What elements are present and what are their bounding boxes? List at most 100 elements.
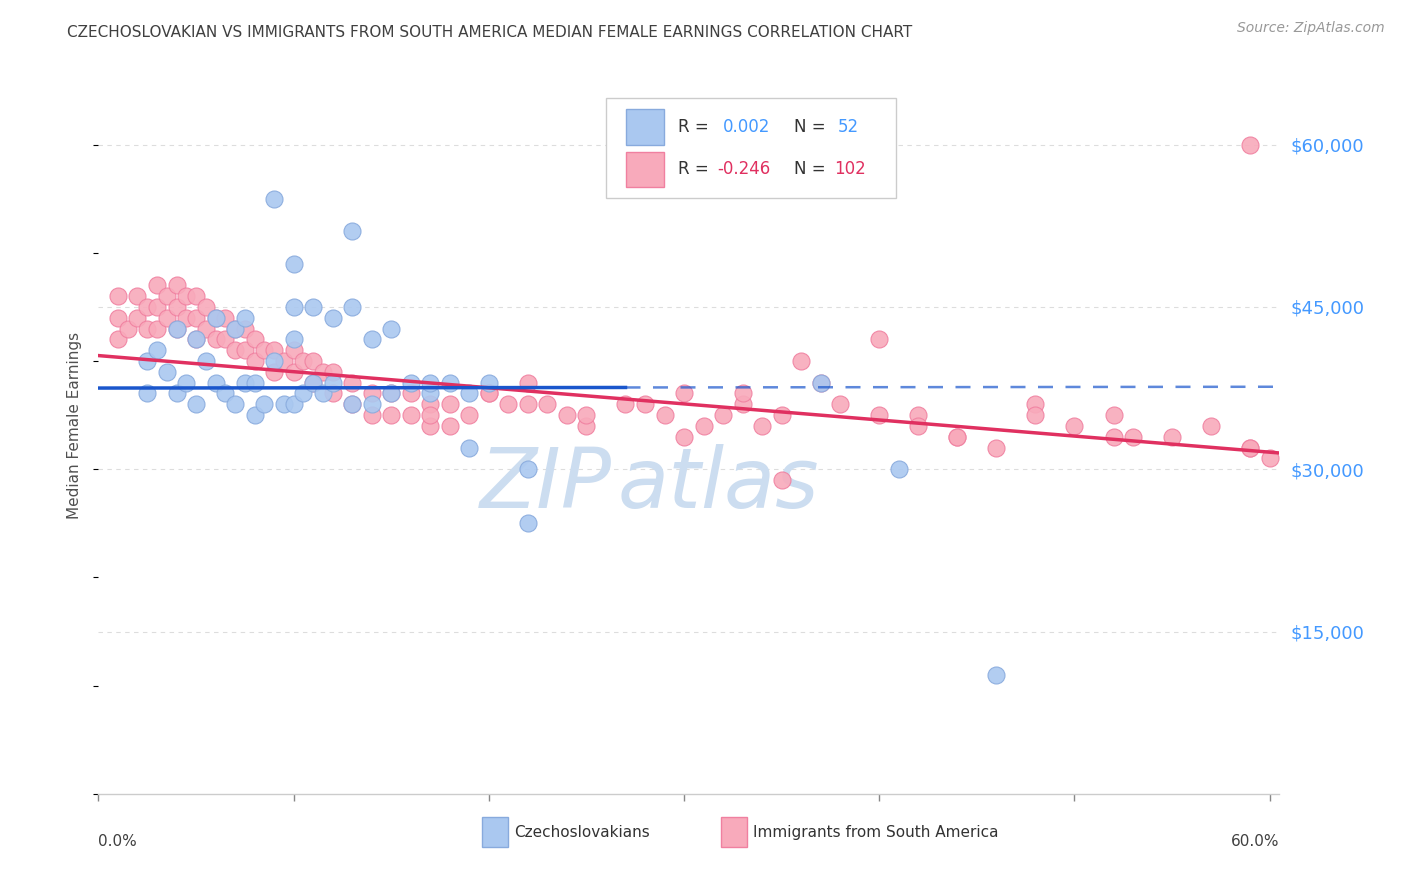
Point <box>478 386 501 401</box>
Point <box>340 397 363 411</box>
Point <box>1161 430 1184 444</box>
Point <box>204 310 226 325</box>
Point <box>194 300 217 314</box>
Point <box>575 418 598 433</box>
Text: Source: ZipAtlas.com: Source: ZipAtlas.com <box>1237 21 1385 36</box>
Point <box>312 365 335 379</box>
Point <box>224 321 246 335</box>
Point <box>907 418 929 433</box>
Point <box>946 430 969 444</box>
Point <box>312 386 335 401</box>
Point <box>399 376 422 390</box>
Point <box>810 376 832 390</box>
Point <box>107 289 129 303</box>
Text: Immigrants from South America: Immigrants from South America <box>752 824 998 839</box>
Point <box>340 300 363 314</box>
Point <box>127 310 149 325</box>
Bar <box>626 110 664 145</box>
Point <box>156 365 179 379</box>
Point <box>117 321 139 335</box>
Point <box>214 386 236 401</box>
Point <box>419 376 441 390</box>
Point <box>1122 430 1144 444</box>
Point <box>263 365 285 379</box>
Bar <box>482 817 508 847</box>
Point <box>224 397 246 411</box>
Point <box>127 289 149 303</box>
Point <box>283 343 305 358</box>
Point <box>516 397 538 411</box>
Point <box>1102 408 1125 422</box>
Point <box>194 321 217 335</box>
Point <box>283 397 305 411</box>
Text: 0.002: 0.002 <box>723 118 770 136</box>
Point <box>322 386 344 401</box>
Point <box>243 354 266 368</box>
Point <box>136 354 159 368</box>
Point <box>1239 441 1261 455</box>
Point <box>907 408 929 422</box>
Point <box>146 300 169 314</box>
Point <box>575 408 598 422</box>
Point <box>322 365 344 379</box>
Text: N =: N = <box>794 118 825 136</box>
FancyBboxPatch shape <box>606 98 896 198</box>
Point <box>263 354 285 368</box>
Point <box>751 418 773 433</box>
Text: 60.0%: 60.0% <box>1232 834 1279 849</box>
Point <box>166 386 188 401</box>
Point <box>156 289 179 303</box>
Point <box>184 332 207 346</box>
Point <box>166 300 188 314</box>
Point <box>292 386 315 401</box>
Text: N =: N = <box>794 161 825 178</box>
Point <box>498 397 520 411</box>
Point <box>887 462 910 476</box>
Point <box>1063 418 1085 433</box>
Point <box>194 354 217 368</box>
Point <box>224 321 246 335</box>
Point <box>136 321 159 335</box>
Y-axis label: Median Female Earnings: Median Female Earnings <box>67 333 83 519</box>
Point <box>243 408 266 422</box>
Point <box>419 408 441 422</box>
Point <box>399 408 422 422</box>
Point <box>283 365 305 379</box>
Point <box>1258 451 1281 466</box>
Point <box>273 354 295 368</box>
Point <box>478 376 501 390</box>
Point <box>263 343 285 358</box>
Point <box>253 343 276 358</box>
Point <box>1239 137 1261 152</box>
Point <box>830 397 852 411</box>
Point <box>233 321 256 335</box>
Point <box>243 376 266 390</box>
Point <box>166 278 188 293</box>
Point <box>439 376 461 390</box>
Bar <box>721 817 747 847</box>
Point <box>340 376 363 390</box>
Point <box>322 376 344 390</box>
Point <box>790 354 813 368</box>
Point <box>340 224 363 238</box>
Point <box>243 332 266 346</box>
Point <box>340 397 363 411</box>
Point <box>673 386 696 401</box>
Point <box>273 397 295 411</box>
Point <box>692 418 714 433</box>
Text: 102: 102 <box>834 161 866 178</box>
Point <box>634 397 657 411</box>
Point <box>654 408 676 422</box>
Text: 52: 52 <box>838 118 859 136</box>
Text: -0.246: -0.246 <box>717 161 770 178</box>
Point <box>214 332 236 346</box>
Point <box>946 430 969 444</box>
Point <box>263 192 285 206</box>
Point <box>360 332 382 346</box>
Point <box>360 386 382 401</box>
Point <box>224 343 246 358</box>
Text: Czechoslovakians: Czechoslovakians <box>515 824 650 839</box>
Point <box>731 386 754 401</box>
Point <box>184 289 207 303</box>
Point <box>516 462 538 476</box>
